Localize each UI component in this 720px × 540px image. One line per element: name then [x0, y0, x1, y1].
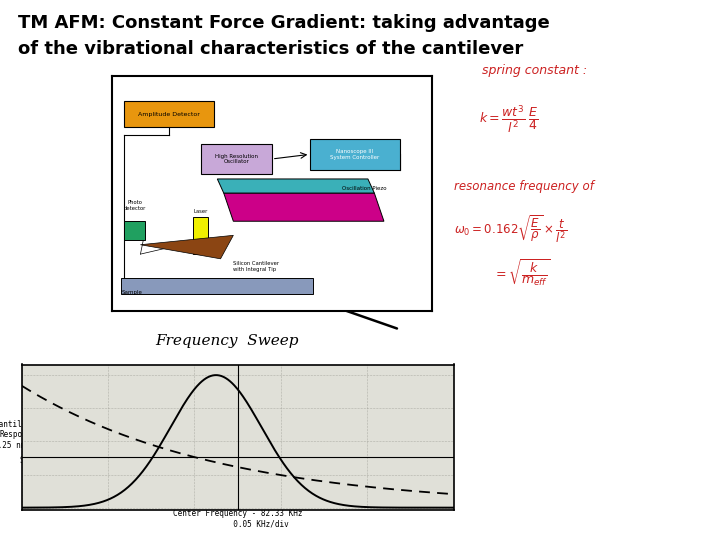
Text: Silicon Cantilever
with Integral Tip: Silicon Cantilever with Integral Tip — [233, 261, 279, 272]
Text: High Resolution
Oscillator: High Resolution Oscillator — [215, 153, 258, 164]
Bar — [202, 144, 272, 174]
Bar — [125, 221, 145, 240]
Text: $\omega_0 = 0.162\sqrt{\dfrac{E}{\rho}}\times\dfrac{t}{l^2}$: $\omega_0 = 0.162\sqrt{\dfrac{E}{\rho}}\… — [454, 213, 567, 246]
Text: Setpoint: Setpoint — [19, 456, 56, 464]
Text: Sample: Sample — [121, 291, 142, 295]
Text: Laser: Laser — [194, 209, 207, 214]
Polygon shape — [217, 179, 374, 193]
Bar — [193, 217, 208, 254]
Text: resonance frequency of: resonance frequency of — [454, 180, 593, 193]
Text: $= \sqrt{\dfrac{k}{m_{eff}}}$: $= \sqrt{\dfrac{k}{m_{eff}}}$ — [493, 257, 551, 288]
Text: $k = \dfrac{wt^3}{l^2}\;\dfrac{E}{4}$: $k = \dfrac{wt^3}{l^2}\;\dfrac{E}{4}$ — [479, 103, 538, 134]
Text: Cantilever
Response
0.25 nm/div: Cantilever Response 0.25 nm/div — [0, 420, 43, 450]
Text: Nanoscope III
System Controller: Nanoscope III System Controller — [330, 149, 379, 160]
Bar — [121, 278, 313, 294]
Text: Photo
detector: Photo detector — [124, 200, 146, 211]
Text: TM AFM: Constant Force Gradient: taking advantage: TM AFM: Constant Force Gradient: taking … — [18, 14, 550, 31]
Text: Amplitude Detector: Amplitude Detector — [138, 112, 200, 117]
Bar — [310, 139, 400, 170]
Polygon shape — [224, 193, 384, 221]
Bar — [125, 102, 214, 127]
Text: spring constant :: spring constant : — [482, 64, 588, 77]
Text: Frequency  Sweep: Frequency Sweep — [155, 334, 299, 348]
Text: Oscillation Piezo: Oscillation Piezo — [342, 186, 387, 191]
Text: Center Frequency - 82.33 KHz
          0.05 KHz/div: Center Frequency - 82.33 KHz 0.05 KHz/di… — [173, 509, 302, 528]
Polygon shape — [140, 235, 233, 259]
Text: of the vibrational characteristics of the cantilever: of the vibrational characteristics of th… — [18, 40, 523, 58]
